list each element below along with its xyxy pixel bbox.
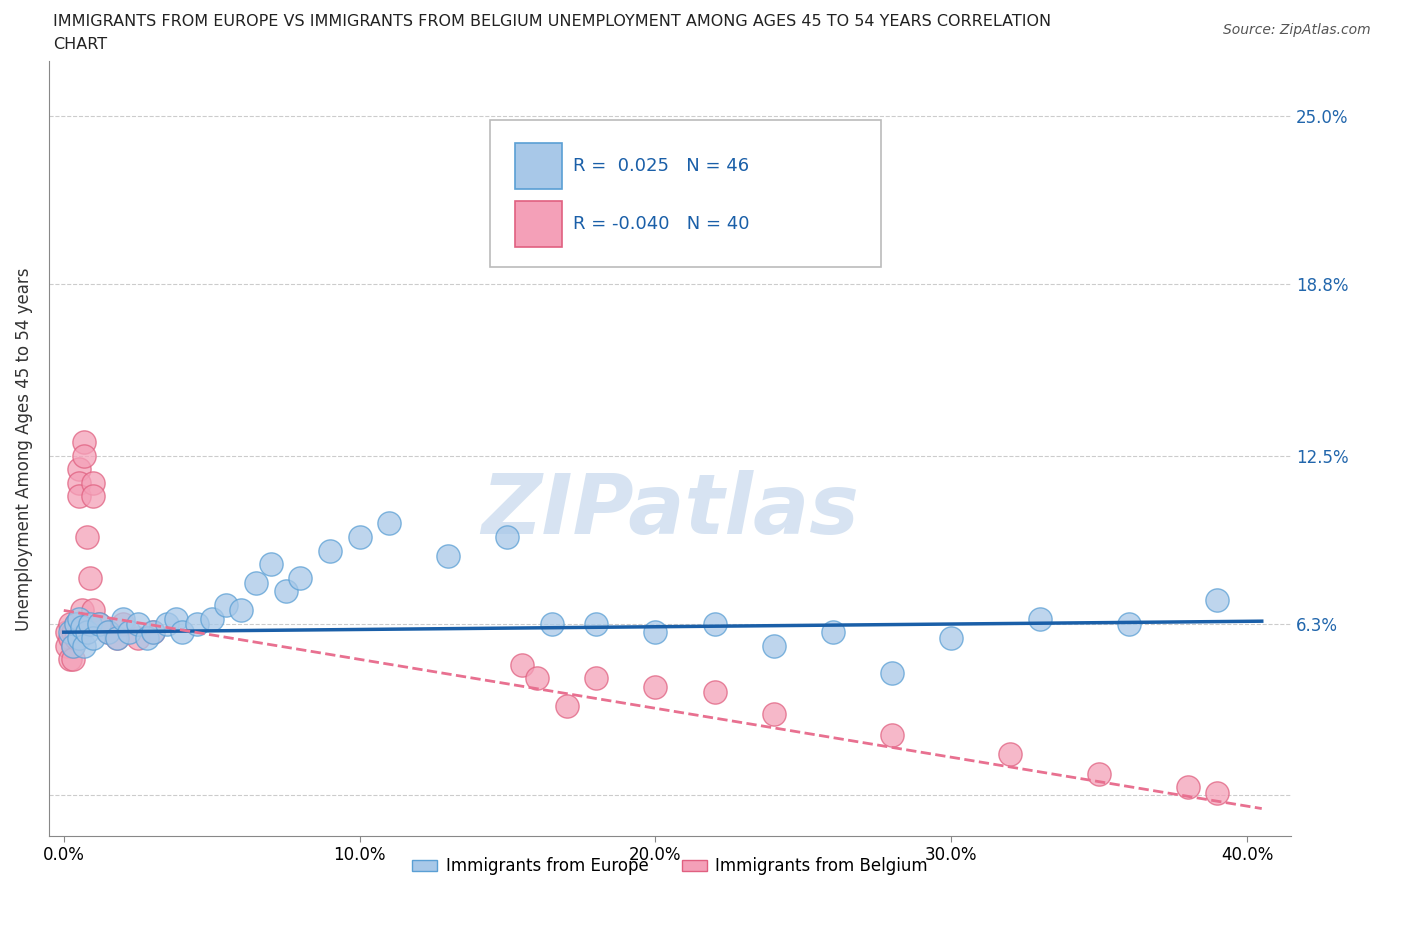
Point bbox=[186, 617, 208, 631]
Point bbox=[880, 728, 903, 743]
Point bbox=[319, 543, 342, 558]
Point bbox=[127, 631, 149, 645]
Point bbox=[62, 638, 84, 653]
Point bbox=[67, 475, 90, 490]
Point bbox=[585, 617, 607, 631]
Point bbox=[59, 631, 82, 645]
Text: Source: ZipAtlas.com: Source: ZipAtlas.com bbox=[1223, 23, 1371, 37]
Point bbox=[941, 631, 963, 645]
Point bbox=[118, 625, 141, 640]
Point bbox=[1206, 592, 1229, 607]
Point bbox=[260, 557, 283, 572]
Point bbox=[65, 617, 87, 631]
Point bbox=[378, 516, 401, 531]
Point bbox=[644, 625, 666, 640]
Point bbox=[1029, 611, 1052, 626]
Point bbox=[585, 671, 607, 685]
Point bbox=[245, 576, 267, 591]
Point bbox=[73, 448, 96, 463]
Point bbox=[82, 475, 104, 490]
Point bbox=[62, 652, 84, 667]
Text: R = -0.040   N = 40: R = -0.040 N = 40 bbox=[574, 215, 749, 233]
Point bbox=[76, 625, 98, 640]
Point bbox=[703, 617, 725, 631]
Point bbox=[76, 529, 98, 544]
Point bbox=[1177, 779, 1199, 794]
Text: R =  0.025   N = 46: R = 0.025 N = 46 bbox=[574, 157, 749, 175]
Point bbox=[79, 570, 101, 585]
Point bbox=[82, 631, 104, 645]
Point bbox=[105, 631, 128, 645]
Point bbox=[201, 611, 224, 626]
Point bbox=[290, 570, 312, 585]
Point bbox=[55, 625, 77, 640]
Point bbox=[555, 698, 578, 713]
Point bbox=[165, 611, 187, 626]
Point bbox=[821, 625, 844, 640]
Point bbox=[79, 617, 101, 631]
Point bbox=[510, 658, 533, 672]
Point bbox=[89, 617, 111, 631]
Point bbox=[67, 631, 90, 645]
Point bbox=[97, 625, 120, 640]
Point bbox=[73, 434, 96, 449]
Point bbox=[70, 603, 93, 618]
Point bbox=[526, 671, 548, 685]
Point bbox=[215, 598, 238, 613]
Point bbox=[1118, 617, 1140, 631]
Point bbox=[703, 684, 725, 699]
Point bbox=[105, 631, 128, 645]
Point bbox=[70, 619, 93, 634]
Point bbox=[274, 584, 297, 599]
Point bbox=[644, 679, 666, 694]
Point bbox=[496, 529, 519, 544]
Point bbox=[540, 617, 562, 631]
Point bbox=[172, 625, 194, 640]
FancyBboxPatch shape bbox=[515, 143, 562, 190]
Point bbox=[762, 706, 785, 721]
Point bbox=[127, 617, 149, 631]
Point bbox=[111, 617, 134, 631]
Text: ZIPatlas: ZIPatlas bbox=[481, 471, 859, 551]
Point bbox=[156, 617, 179, 631]
Point bbox=[97, 625, 120, 640]
Point bbox=[59, 617, 82, 631]
Point bbox=[89, 617, 111, 631]
Point bbox=[231, 603, 253, 618]
Point bbox=[82, 489, 104, 504]
FancyBboxPatch shape bbox=[515, 201, 562, 247]
Text: CHART: CHART bbox=[53, 37, 107, 52]
Point bbox=[135, 631, 157, 645]
Point bbox=[59, 625, 82, 640]
Point bbox=[67, 461, 90, 476]
Point bbox=[82, 603, 104, 618]
Point bbox=[437, 549, 460, 564]
Point bbox=[55, 638, 77, 653]
Point bbox=[1000, 747, 1022, 762]
Point bbox=[65, 631, 87, 645]
FancyBboxPatch shape bbox=[491, 120, 882, 267]
Point bbox=[141, 625, 163, 640]
Text: IMMIGRANTS FROM EUROPE VS IMMIGRANTS FROM BELGIUM UNEMPLOYMENT AMONG AGES 45 TO : IMMIGRANTS FROM EUROPE VS IMMIGRANTS FRO… bbox=[53, 14, 1052, 29]
Point bbox=[141, 625, 163, 640]
Point bbox=[762, 638, 785, 653]
Point bbox=[62, 625, 84, 640]
Point bbox=[880, 666, 903, 681]
Point bbox=[1206, 785, 1229, 800]
Point bbox=[62, 638, 84, 653]
Legend: Immigrants from Europe, Immigrants from Belgium: Immigrants from Europe, Immigrants from … bbox=[406, 851, 935, 882]
Point bbox=[67, 611, 90, 626]
Point bbox=[65, 617, 87, 631]
Point bbox=[59, 652, 82, 667]
Y-axis label: Unemployment Among Ages 45 to 54 years: Unemployment Among Ages 45 to 54 years bbox=[15, 267, 32, 631]
Point bbox=[67, 489, 90, 504]
Point bbox=[585, 136, 607, 151]
Point bbox=[70, 619, 93, 634]
Point bbox=[73, 638, 96, 653]
Point bbox=[111, 611, 134, 626]
Point bbox=[349, 529, 371, 544]
Point bbox=[1088, 766, 1111, 781]
